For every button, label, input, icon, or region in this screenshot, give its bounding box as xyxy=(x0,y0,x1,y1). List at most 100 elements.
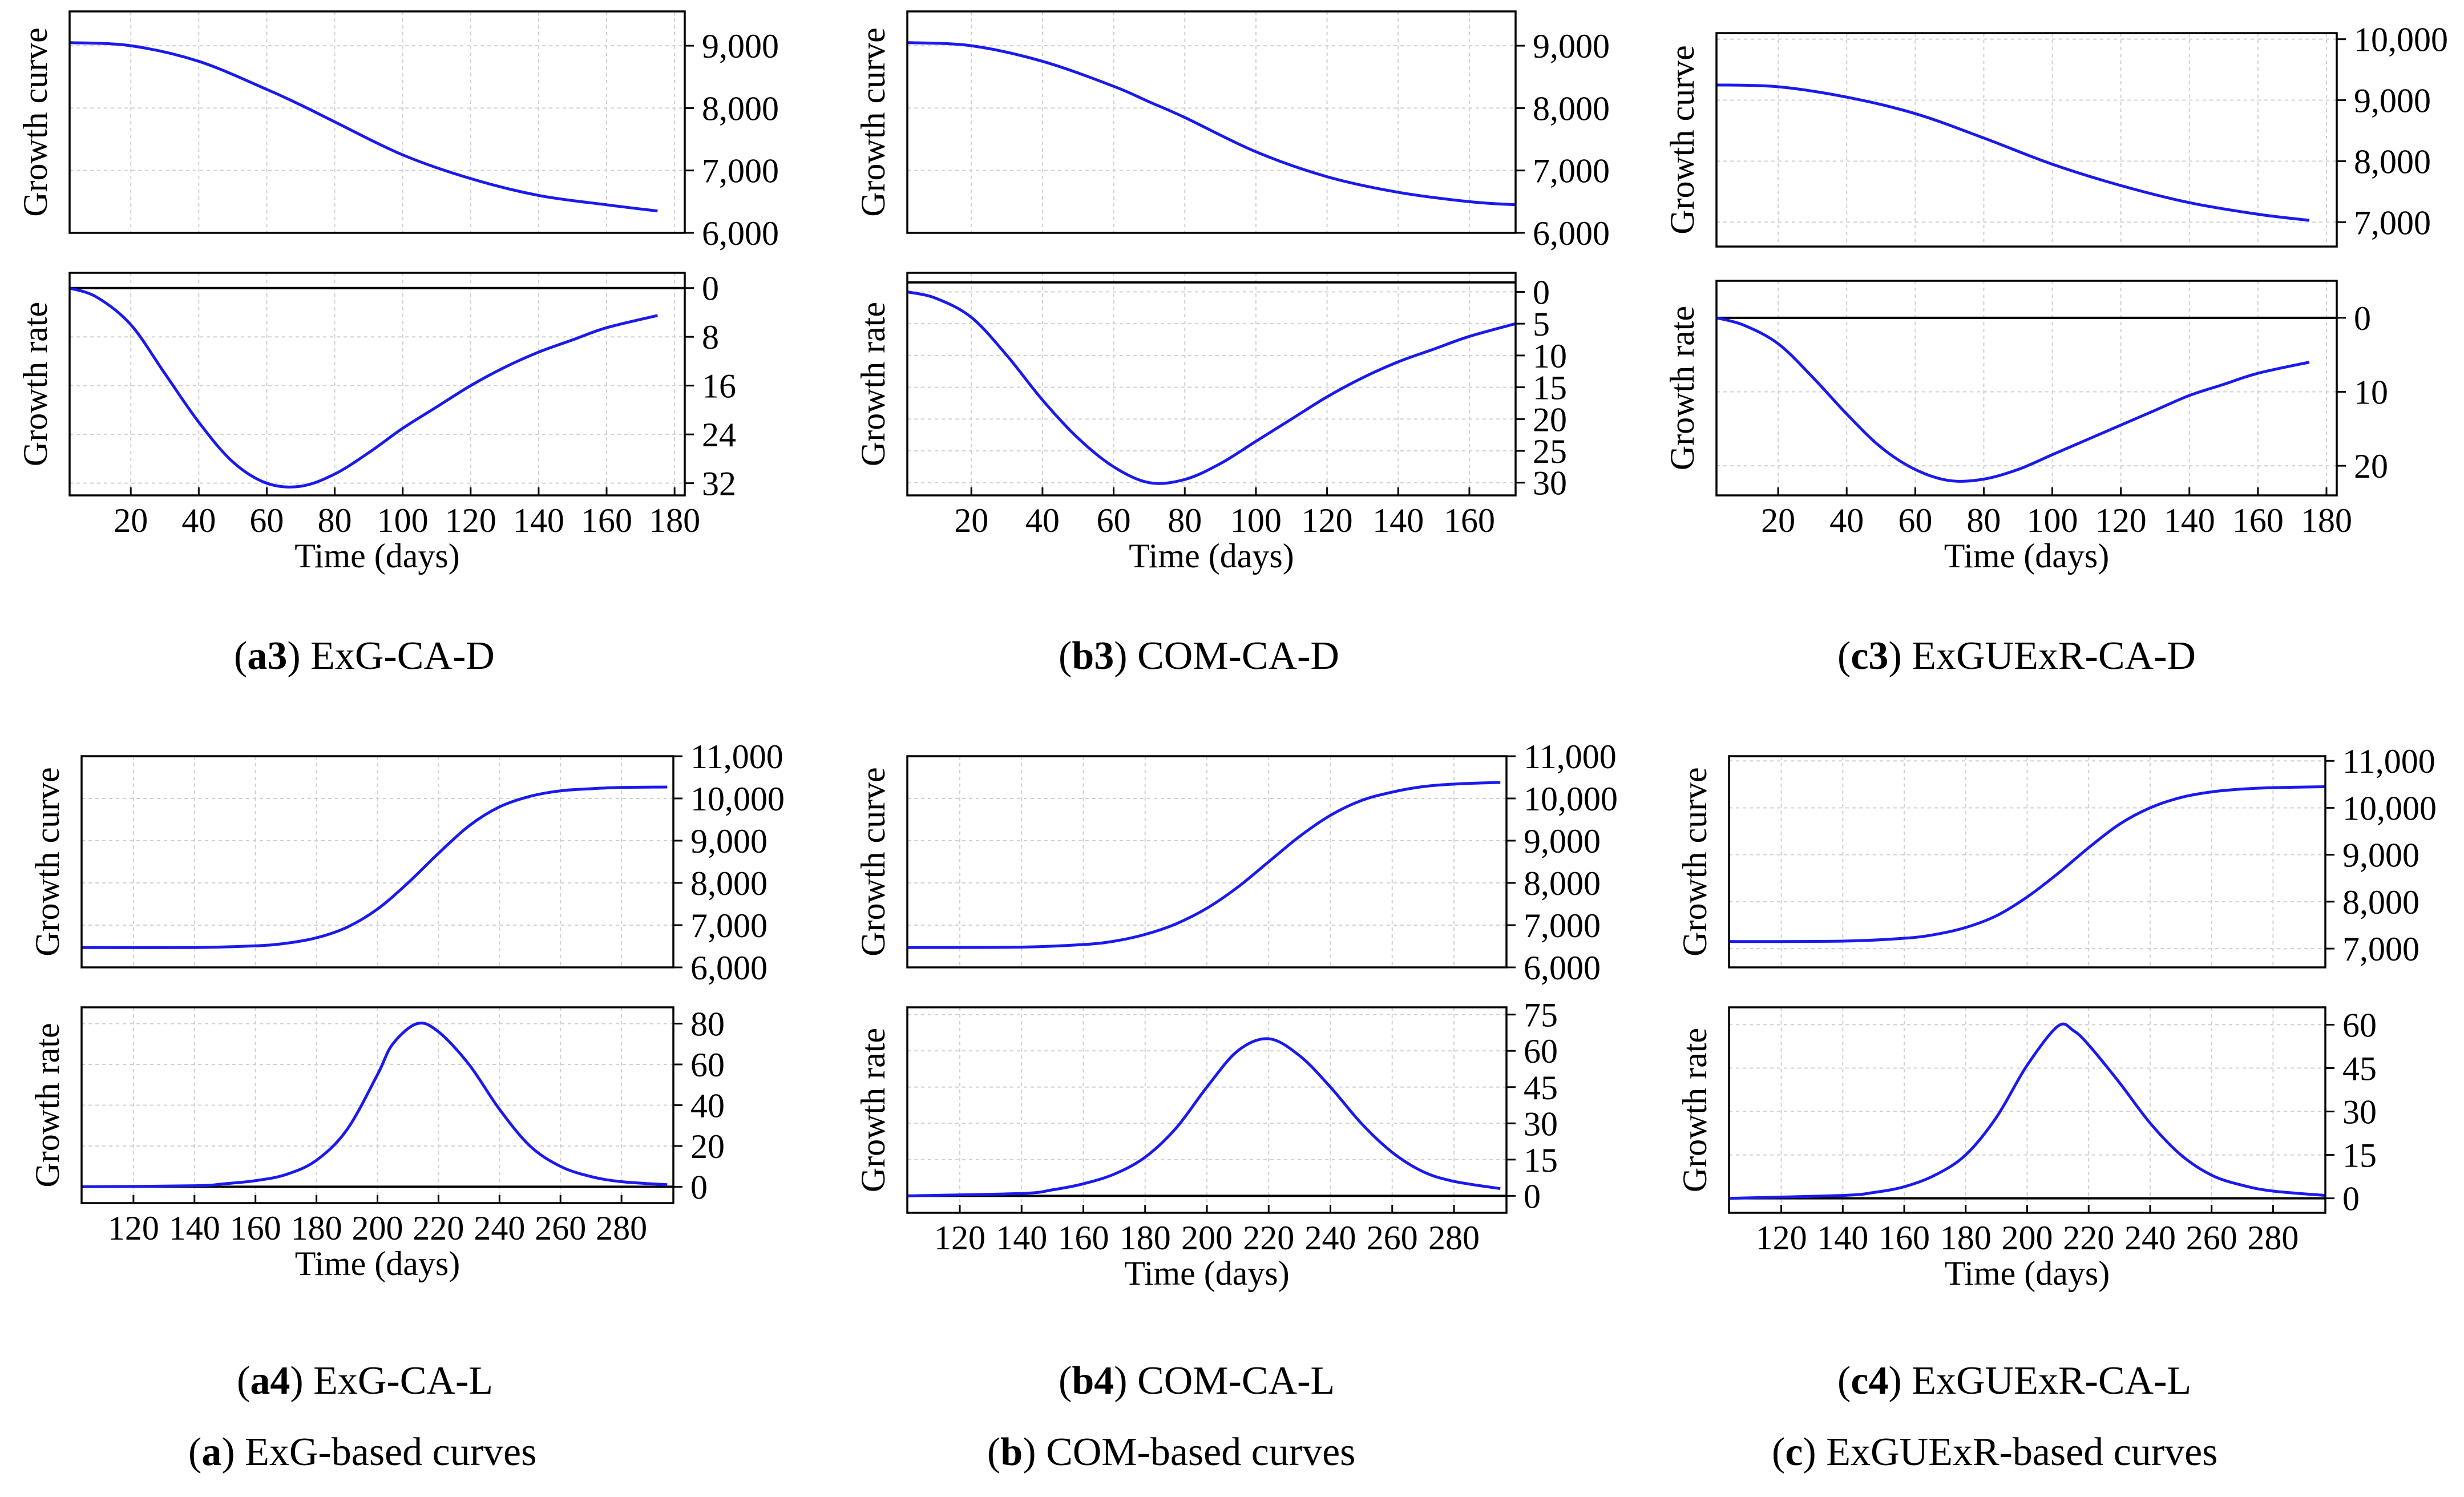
y-tick-label: 60 xyxy=(690,1046,725,1084)
y-tick-label: 10,000 xyxy=(1524,780,1618,818)
y-tick-label: 8,000 xyxy=(1533,90,1610,127)
y-tick-label: 8,000 xyxy=(702,90,779,127)
x-tick-label: 280 xyxy=(2247,1219,2299,1257)
x-tick-label: 280 xyxy=(1428,1219,1480,1257)
y-tick-label: 7,000 xyxy=(1524,907,1601,945)
caption-a4: (a4) ExG-CA-L xyxy=(237,1359,494,1403)
x-tick-label: 180 xyxy=(1940,1219,1992,1257)
x-tick-label: 240 xyxy=(2124,1219,2176,1257)
a4-growth-curve-ylabel: Growth curve xyxy=(29,767,66,957)
b4-growth-rate-series-line xyxy=(907,1037,1501,1197)
y-tick-label: 45 xyxy=(2342,1050,2377,1087)
y-tick-label: 80 xyxy=(690,1006,725,1043)
b4-growth-curve-ylabel: Growth curve xyxy=(854,767,892,957)
y-tick-label: 7,000 xyxy=(690,907,768,945)
b4-growth-rate-grid xyxy=(907,1007,1506,1213)
y-tick-label: 60 xyxy=(1524,1032,1558,1070)
caption-c3: (c3) ExGUExR-CA-D xyxy=(1837,634,2196,678)
a3-growth-curve-grid xyxy=(70,11,685,233)
y-tick-label: 0 xyxy=(1533,273,1550,311)
c4-growth-curve-ylabel: Growth curve xyxy=(1676,767,1714,957)
x-tick-label: 220 xyxy=(1243,1219,1294,1257)
y-tick-label: 0 xyxy=(2354,300,2371,337)
x-tick-label: 20 xyxy=(954,502,988,539)
c3-growth-curve-ylabel: Growth curve xyxy=(1663,45,1701,235)
y-tick-label: 0 xyxy=(1524,1177,1541,1215)
x-tick-label: 120 xyxy=(1756,1219,1807,1257)
x-tick-label: 140 xyxy=(169,1209,220,1247)
caption-b4: (b4) COM-CA-L xyxy=(1059,1359,1335,1403)
x-axis-label: Time (days) xyxy=(295,1245,460,1282)
y-tick-label: 6,000 xyxy=(1524,949,1601,987)
x-tick-label: 200 xyxy=(352,1209,403,1247)
x-tick-label: 140 xyxy=(1372,502,1424,539)
group-caption-b: (b) COM-based curves xyxy=(987,1430,1356,1474)
y-tick-label: 8 xyxy=(702,318,719,356)
b4-growth-rate-ylabel: Growth rate xyxy=(854,1028,892,1192)
y-tick-label: 0 xyxy=(690,1168,708,1206)
y-tick-label: 20 xyxy=(1533,401,1567,438)
a3-growth-rate-frame xyxy=(68,272,686,497)
caption-a3: (a3) ExG-CA-D xyxy=(234,634,495,678)
y-tick-label: 60 xyxy=(2342,1006,2377,1044)
y-tick-label: 30 xyxy=(1524,1105,1558,1143)
y-tick-label: 0 xyxy=(2342,1180,2360,1218)
b3-growth-rate-frame xyxy=(906,272,1517,497)
y-tick-label: 11,000 xyxy=(690,738,783,776)
chart-c4: 7,000 8,000 9,000 10,000 11,000 Growth curve 0… xyxy=(1676,743,2437,1292)
b4-growth-curve-frame xyxy=(906,755,1508,969)
x-tick-label: 100 xyxy=(377,502,429,539)
y-tick-label: 8,000 xyxy=(2354,143,2431,180)
y-tick-label: 10 xyxy=(2354,373,2388,411)
x-tick-label: 140 xyxy=(1817,1219,1868,1257)
chart-b4: 6,000 7,000 8,000 9,000 10,000 11,000 Growth c… xyxy=(854,738,1618,1292)
x-axis-label: Time (days) xyxy=(1945,1254,2110,1292)
y-tick-label: 10,000 xyxy=(690,780,785,818)
c3-growth-rate-frame xyxy=(1715,280,2338,497)
caption-c4: (c4) ExGUExR-CA-L xyxy=(1837,1359,2192,1403)
c4-growth-rate-series-line xyxy=(1728,1022,2326,1200)
x-tick-label: 180 xyxy=(291,1209,342,1247)
x-tick-label: 260 xyxy=(535,1209,586,1247)
x-tick-label: 20 xyxy=(1761,502,1795,539)
x-tick-label: 140 xyxy=(513,502,564,539)
y-tick-label: 32 xyxy=(702,465,736,503)
y-tick-label: 6,000 xyxy=(702,215,779,252)
x-tick-label: 160 xyxy=(1058,1219,1109,1257)
x-tick-label: 180 xyxy=(649,502,700,539)
a3-growth-curve-ylabel: Growth curve xyxy=(17,27,54,217)
x-tick-label: 40 xyxy=(181,502,216,539)
y-tick-label: 9,000 xyxy=(2354,82,2431,120)
x-axis-label: Time (days) xyxy=(294,537,459,575)
y-tick-label: 9,000 xyxy=(1524,822,1601,860)
y-tick-label: 40 xyxy=(690,1087,725,1125)
x-tick-label: 240 xyxy=(1304,1219,1356,1257)
x-tick-label: 200 xyxy=(1181,1219,1233,1257)
c3-growth-curve-grid xyxy=(1716,33,2337,247)
group-caption-c: (c) ExGUExR-based curves xyxy=(1772,1430,2218,1474)
x-tick-label: 240 xyxy=(474,1209,525,1247)
a3-growth-rate-ylabel: Growth rate xyxy=(17,302,54,466)
y-tick-label: 9,000 xyxy=(690,822,768,860)
y-tick-label: 16 xyxy=(702,368,736,405)
chart-c3: 7,000 8,000 9,000 10,000 Growth curve 0 10 20 Gr… xyxy=(1663,21,2448,575)
x-tick-label: 260 xyxy=(2186,1219,2237,1257)
c4-growth-curve-grid xyxy=(1729,756,2325,967)
b3-growth-rate-ylabel: Growth rate xyxy=(854,302,892,466)
y-tick-label: 30 xyxy=(1533,465,1567,502)
y-tick-label: 0 xyxy=(702,270,719,308)
x-tick-label: 120 xyxy=(1302,502,1353,539)
chart-a4: 6,000 7,000 8,000 9,000 10,000 11,000 Growth c… xyxy=(29,738,785,1282)
y-tick-label: 6,000 xyxy=(1533,215,1610,252)
b4-growth-curve-series-line xyxy=(907,781,1501,949)
group-caption-a: (a) ExG-based curves xyxy=(188,1430,537,1474)
y-tick-label: 10,000 xyxy=(2342,789,2437,827)
x-axis-label: Time (days) xyxy=(1944,537,2109,575)
x-axis-label: Time (days) xyxy=(1124,1254,1289,1292)
a3-growth-rate-series-line xyxy=(69,287,658,489)
y-tick-label: 7,000 xyxy=(2342,930,2419,968)
x-tick-label: 60 xyxy=(1097,502,1131,539)
y-tick-label: 20 xyxy=(2354,447,2388,485)
y-tick-label: 10,000 xyxy=(2354,21,2448,59)
